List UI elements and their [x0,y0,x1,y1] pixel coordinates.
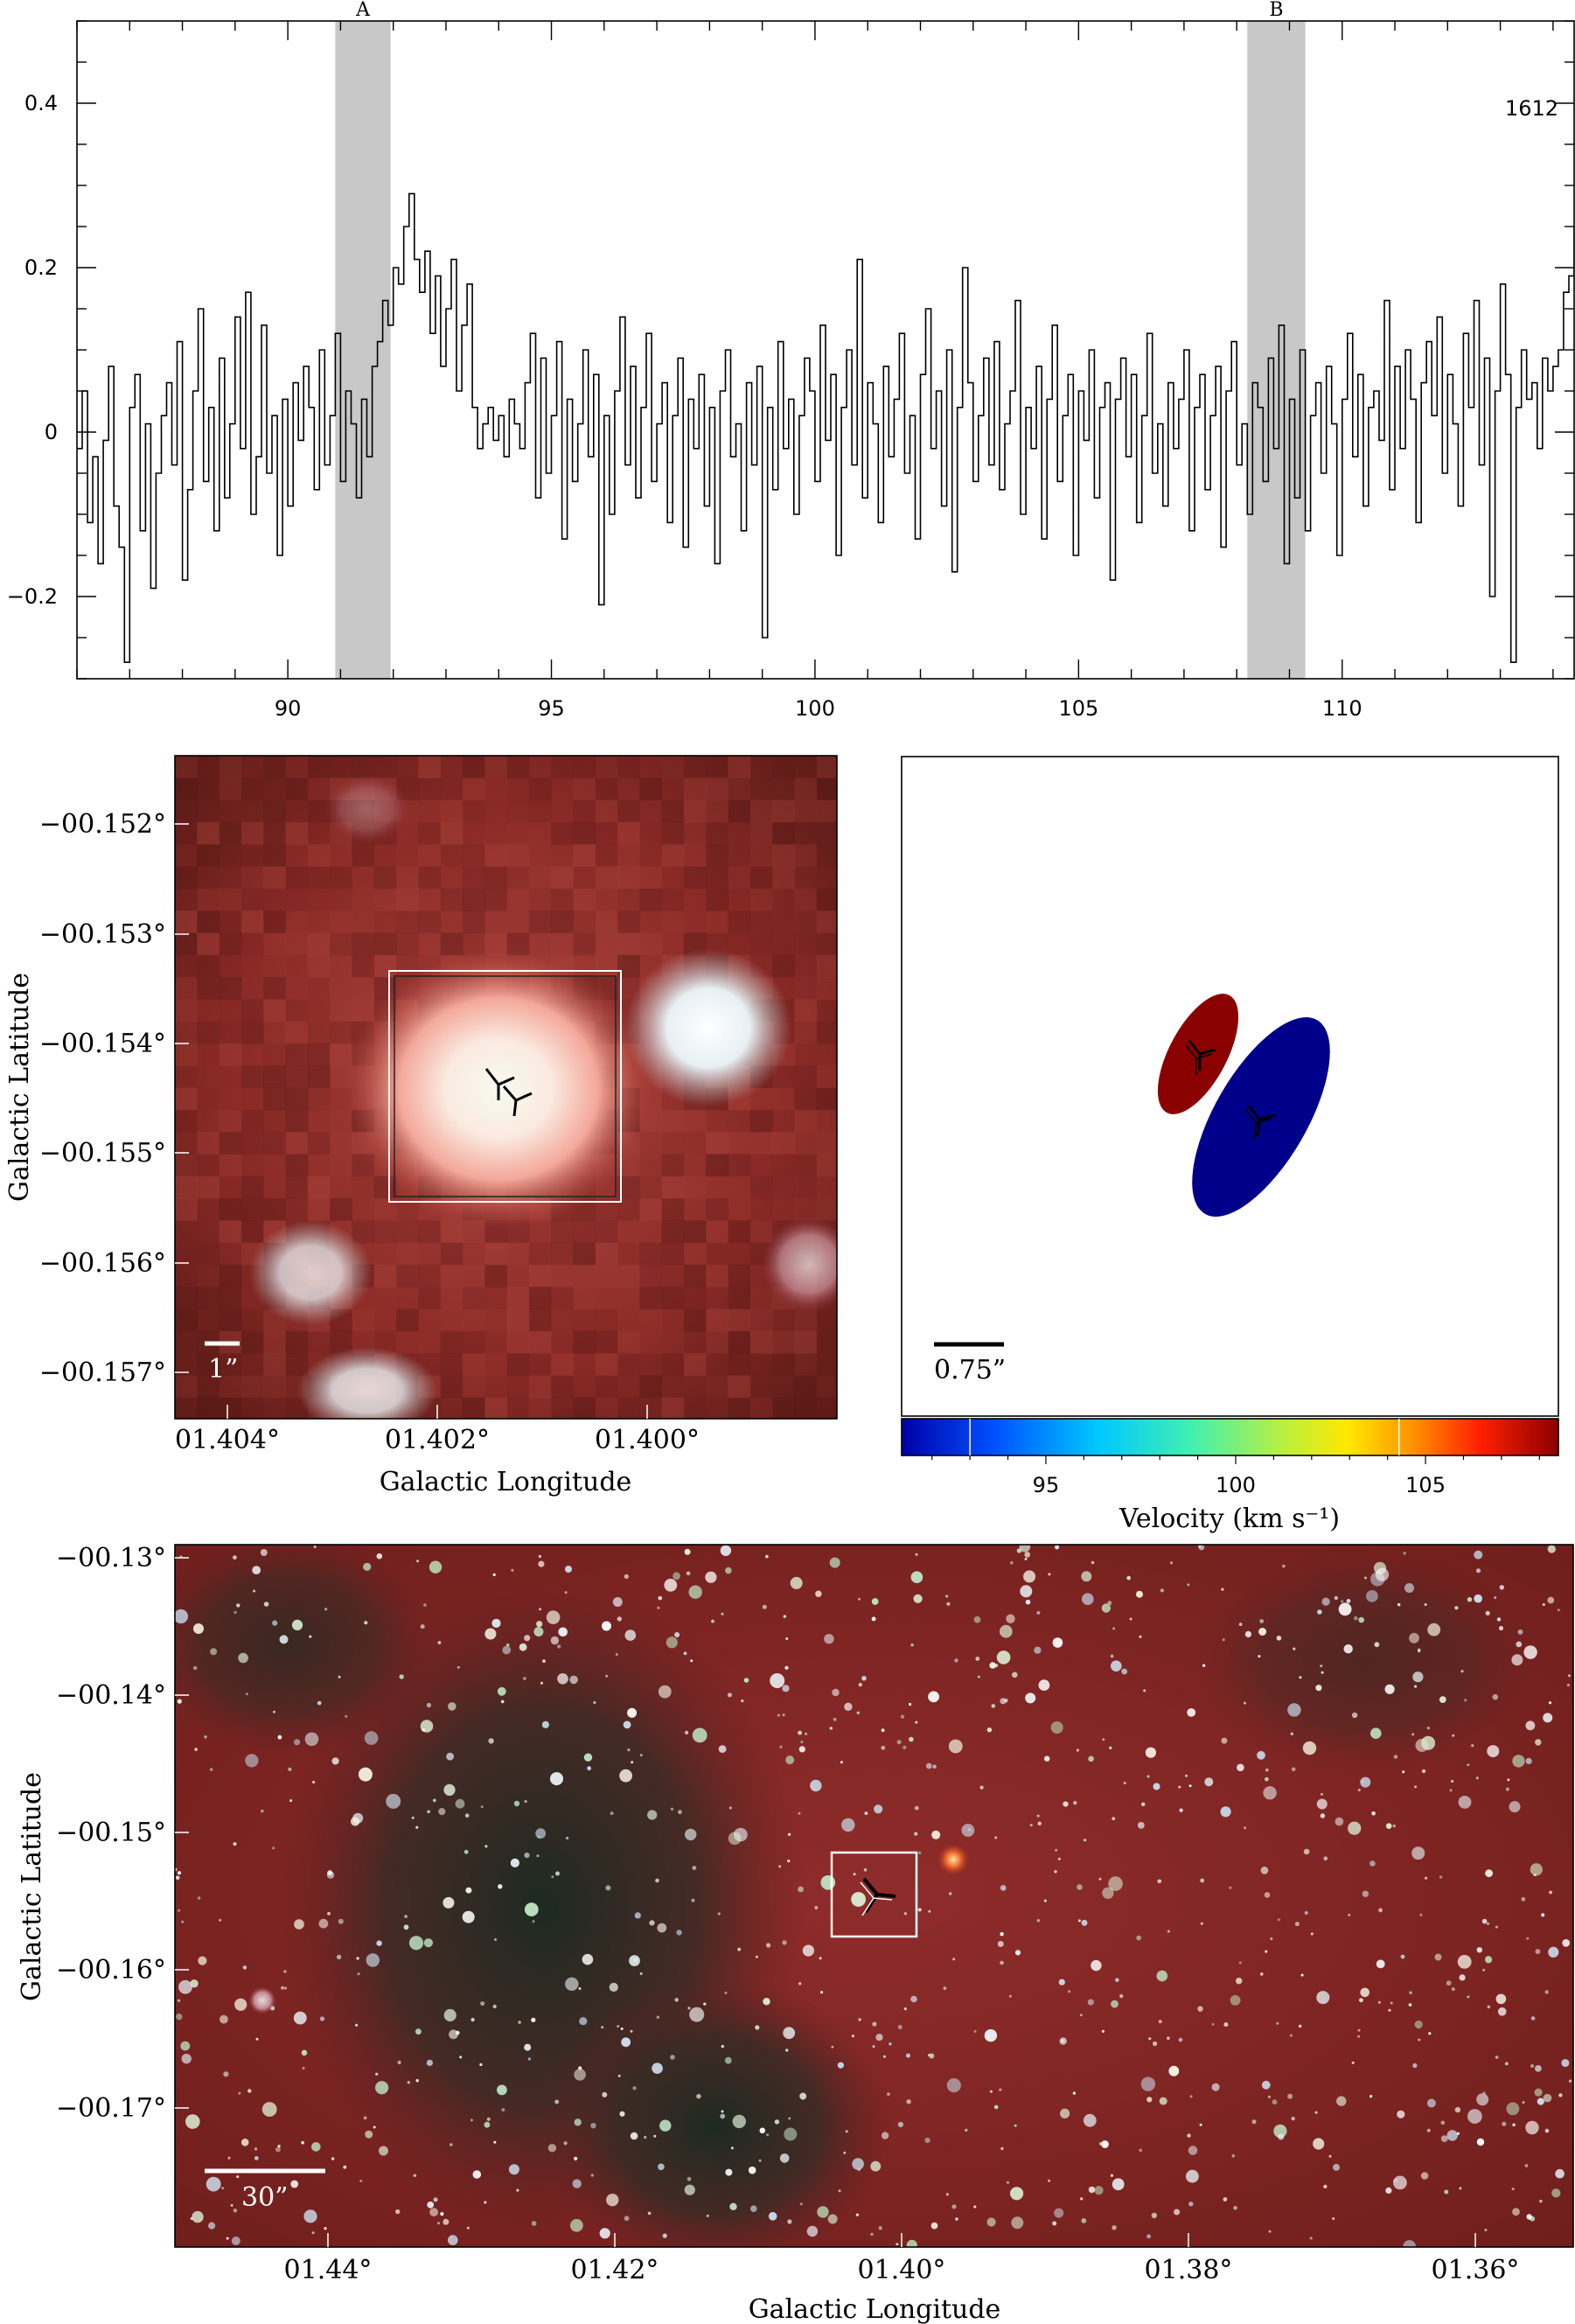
zoom-scalebar-label: 1” [208,1354,238,1385]
zoom-y-tick-label: −00.156° [39,1248,166,1279]
band-B [1247,21,1306,679]
maser-marker-2 [502,1085,533,1117]
maser-marker-1 [484,1068,515,1100]
zoom-ylabel: Galactic Latitude [4,973,35,1202]
wide-y-tick-label: −00.14° [56,1680,166,1711]
zoom-ticks: 01.404° 01.402° 01.400° −00.152° −00.153° −00… [39,809,700,1455]
bright-orange-star [937,1844,969,1875]
velocity-bands [335,21,1306,679]
colorbar-tick-label: 95 [1033,1473,1060,1497]
colorbar-tick-label: 100 [1216,1473,1256,1497]
wide-x-tick-label: 01.36° [1432,2255,1520,2286]
wide-x-tick-label: 01.44° [284,2255,373,2286]
pink-star-left [248,1986,276,2014]
spectrum-ticks: 90 95 100 105 110 −0.2 0 0.2 0.4 [7,20,1574,721]
maser-spot-panel: 0.75” 95 100 105 Velocity (km s⁻¹) [901,756,1559,1534]
maser-spot-blueshifted [1192,1017,1330,1217]
spectrum-annotation: 1612 [1505,96,1558,121]
faint-star-top [324,774,411,844]
colorbar-tick-label: 105 [1405,1473,1446,1497]
zoom-y-tick-label: −00.153° [39,919,166,950]
star-lower-left [249,1220,372,1325]
maser-spot-redshifted [1157,994,1239,1114]
zoom-frame [174,755,838,1420]
zoom-x-tick-label: 01.402° [385,1425,490,1455]
band-label: B [1269,0,1283,21]
wide-image-panel: 30” 01.44° 01.42° 01.40° 01.38° 01.36° −00.13… [17,1543,1574,2324]
zoom-x-tick-label: 01.404° [175,1425,280,1455]
zoom-xlabel: Galactic Longitude [380,1467,632,1497]
velocity-colorbar [901,1418,1559,1456]
zoom-image [175,756,837,1419]
wide-scalebar-label: 30” [241,2182,289,2213]
wide-maser-marker [862,1877,896,1914]
zoom-y-tick-label: −00.157° [39,1357,166,1388]
maser-scalebar-label: 0.75” [934,1355,1006,1385]
x-tick-label: 105 [1058,696,1098,721]
wide-ylabel: Galactic Latitude [17,1772,47,2001]
wide-x-tick-label: 01.40° [858,2255,946,2286]
zoom-box-outer [388,970,622,1203]
x-tick-label: 95 [538,696,565,721]
zoom-x-tick-label: 01.400° [595,1425,700,1455]
band-A [335,21,391,679]
maser-spot-marker-blue [1244,1105,1276,1141]
band-label: A [355,0,371,21]
wide-image [175,1545,1573,2247]
y-tick-label: 0.4 [24,91,58,115]
zoom-y-tick-label: −00.155° [39,1138,166,1169]
x-tick-label: 100 [795,696,835,721]
colorbar-label: Velocity (km s⁻¹) [1119,1504,1340,1534]
star-bottom [297,1347,437,1419]
dark-cloud-topleft [175,1545,437,1758]
zoom-y-tick-label: −00.154° [39,1029,166,1059]
wide-ticks: 01.44° 01.42° 01.40° 01.38° 01.36° −00.13° −00… [56,1543,1519,2286]
wide-maser-marker-outline [860,1881,893,1916]
zoom-image-panel: 1” 01.404° 01.402° 01.400° −00.152° −00.153°… [4,755,838,1497]
star-right-edge [761,1216,837,1312]
y-tick-label: 0 [45,420,58,444]
star-field [175,1545,1572,2247]
wide-frame [174,1544,1574,2248]
y-tick-label: −0.2 [7,584,58,609]
x-tick-label: 110 [1322,696,1362,721]
x-tick-label: 90 [275,696,302,721]
neighbour-star [625,949,791,1106]
wide-y-tick-label: −00.15° [56,1818,166,1848]
maser-spot-marker-red [1185,1040,1216,1075]
wide-y-tick-label: −00.17° [56,2093,166,2124]
zoom-box-inner [394,975,617,1197]
y-tick-label: 0.2 [24,255,58,280]
wide-y-tick-label: −00.16° [56,1955,166,1986]
spectrum-line [77,192,1574,663]
zoom-y-tick-label: −00.152° [39,809,166,840]
wide-x-tick-label: 01.42° [571,2255,659,2286]
wide-zoom-box [830,1851,918,1938]
wide-y-tick-label: −00.13° [56,1543,166,1574]
dark-cloud-topright [1189,1548,1539,1776]
wide-x-tick-label: 01.38° [1145,2255,1233,2286]
colorbar-ticks: 95 100 105 [931,1419,1540,1497]
wide-xlabel: Galactic Longitude [749,2294,1001,2324]
